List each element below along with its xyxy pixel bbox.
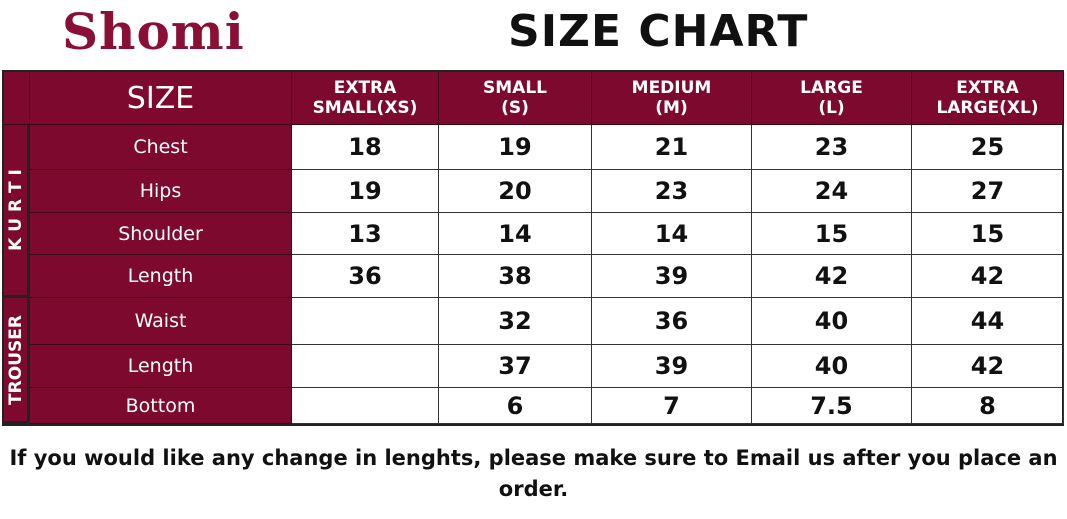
table-cell: 14 — [592, 213, 752, 255]
table-cell: 15 — [752, 213, 912, 255]
row-label: Hips — [30, 170, 292, 213]
table-cell: 6 — [439, 388, 592, 424]
table-cell: 44 — [912, 298, 1064, 345]
table-cell: 42 — [912, 255, 1064, 298]
table-cell — [292, 345, 439, 388]
table-cell: 38 — [439, 255, 592, 298]
row-label: Waist — [30, 298, 292, 345]
table-cell: 8 — [912, 388, 1064, 424]
table-cell: 37 — [439, 345, 592, 388]
column-header-line: (S) — [501, 98, 529, 118]
brand-logo: Shomi — [62, 2, 245, 61]
row-label: Shoulder — [30, 213, 292, 255]
table-cell: 36 — [592, 298, 752, 345]
table-cell: 19 — [439, 125, 592, 170]
column-header-line: MEDIUM — [631, 78, 712, 98]
group-label: K U R T I — [4, 125, 30, 298]
row-label: Chest — [30, 125, 292, 170]
table-cell: 19 — [292, 170, 439, 213]
row-label: Bottom — [30, 388, 292, 424]
table-cell: 20 — [439, 170, 592, 213]
page-title: SIZE CHART — [508, 6, 809, 57]
table-cell: 42 — [912, 345, 1064, 388]
table-cell: 7.5 — [752, 388, 912, 424]
column-header: MEDIUM (M) — [592, 72, 752, 125]
column-header-line: LARGE — [800, 78, 863, 98]
table-cell: 14 — [439, 213, 592, 255]
group-label: TROUSER — [4, 298, 30, 424]
size-header: SIZE — [30, 72, 292, 125]
table-cell: 13 — [292, 213, 439, 255]
table-cell: 32 — [439, 298, 592, 345]
table-cell: 23 — [592, 170, 752, 213]
group-label-text: TROUSER — [5, 314, 26, 405]
column-header-line: (L) — [818, 98, 845, 118]
table-cell: 40 — [752, 345, 912, 388]
column-header-line: SMALL(XS) — [312, 98, 418, 118]
table-cell: 24 — [752, 170, 912, 213]
table-cell: 36 — [292, 255, 439, 298]
column-header: EXTRA LARGE(XL) — [912, 72, 1064, 125]
table-cell: 15 — [912, 213, 1064, 255]
table-cell — [292, 298, 439, 345]
row-label: Length — [30, 255, 292, 298]
column-header-line: LARGE(XL) — [936, 98, 1039, 118]
table-cell: 25 — [912, 125, 1064, 170]
table-cell: 27 — [912, 170, 1064, 213]
table-cell: 39 — [592, 255, 752, 298]
column-header: SMALL (S) — [439, 72, 592, 125]
column-header-line: (M) — [655, 98, 688, 118]
footer-note: If you would like any change in lenghts,… — [9, 446, 1058, 501]
table-cell: 40 — [752, 298, 912, 345]
column-header-line: EXTRA — [956, 78, 1019, 98]
column-header: LARGE (L) — [752, 72, 912, 125]
corner-cell — [4, 72, 30, 125]
group-label-text: K U R T I — [5, 169, 26, 251]
row-label: Length — [30, 345, 292, 388]
column-header-line: EXTRA — [333, 78, 397, 98]
table-cell: 23 — [752, 125, 912, 170]
table-cell: 7 — [592, 388, 752, 424]
table-cell: 21 — [592, 125, 752, 170]
table-cell: 42 — [752, 255, 912, 298]
table-cell: 18 — [292, 125, 439, 170]
column-header-line: SMALL — [483, 78, 547, 98]
size-chart-table: SIZE EXTRA SMALL(XS) SMALL (S) MEDIUM (M) LARGE… — [2, 70, 1064, 426]
column-header: EXTRA SMALL(XS) — [292, 72, 439, 125]
table-cell — [292, 388, 439, 424]
table-cell: 39 — [592, 345, 752, 388]
